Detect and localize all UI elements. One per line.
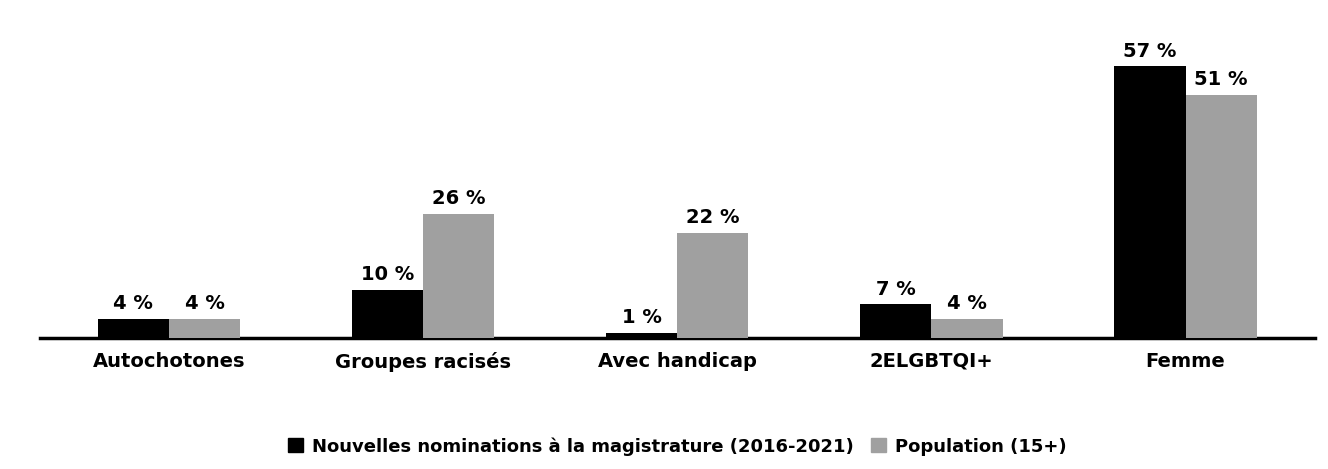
Bar <box>1114 67 1186 338</box>
Text: 7 %: 7 % <box>876 280 916 299</box>
Bar <box>424 214 494 338</box>
Text: 1 %: 1 % <box>622 308 661 327</box>
Bar <box>1186 95 1256 338</box>
Text: 4 %: 4 % <box>947 294 987 313</box>
Bar <box>606 333 677 338</box>
Bar <box>931 318 1003 338</box>
Text: 10 %: 10 % <box>361 265 414 284</box>
Text: 51 %: 51 % <box>1194 70 1248 89</box>
Bar <box>677 233 749 338</box>
Bar <box>98 318 169 338</box>
Text: 4 %: 4 % <box>113 294 153 313</box>
Text: 22 %: 22 % <box>687 208 740 227</box>
Bar <box>352 290 424 338</box>
Bar <box>861 304 931 338</box>
Text: 57 %: 57 % <box>1123 42 1177 61</box>
Bar <box>169 318 240 338</box>
Text: 26 %: 26 % <box>432 189 486 208</box>
Legend: Nouvelles nominations à la magistrature (2016-2021), Population (15+): Nouvelles nominations à la magistrature … <box>279 428 1076 465</box>
Text: 4 %: 4 % <box>185 294 224 313</box>
